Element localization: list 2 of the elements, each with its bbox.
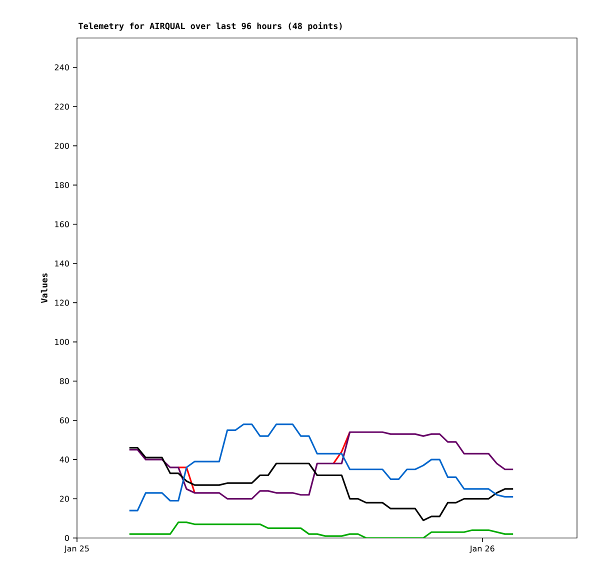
chart-title: Telemetry for AIRQUAL over last 96 hours (48 points) — [78, 22, 342, 31]
y-axis-title: Values — [40, 273, 48, 304]
